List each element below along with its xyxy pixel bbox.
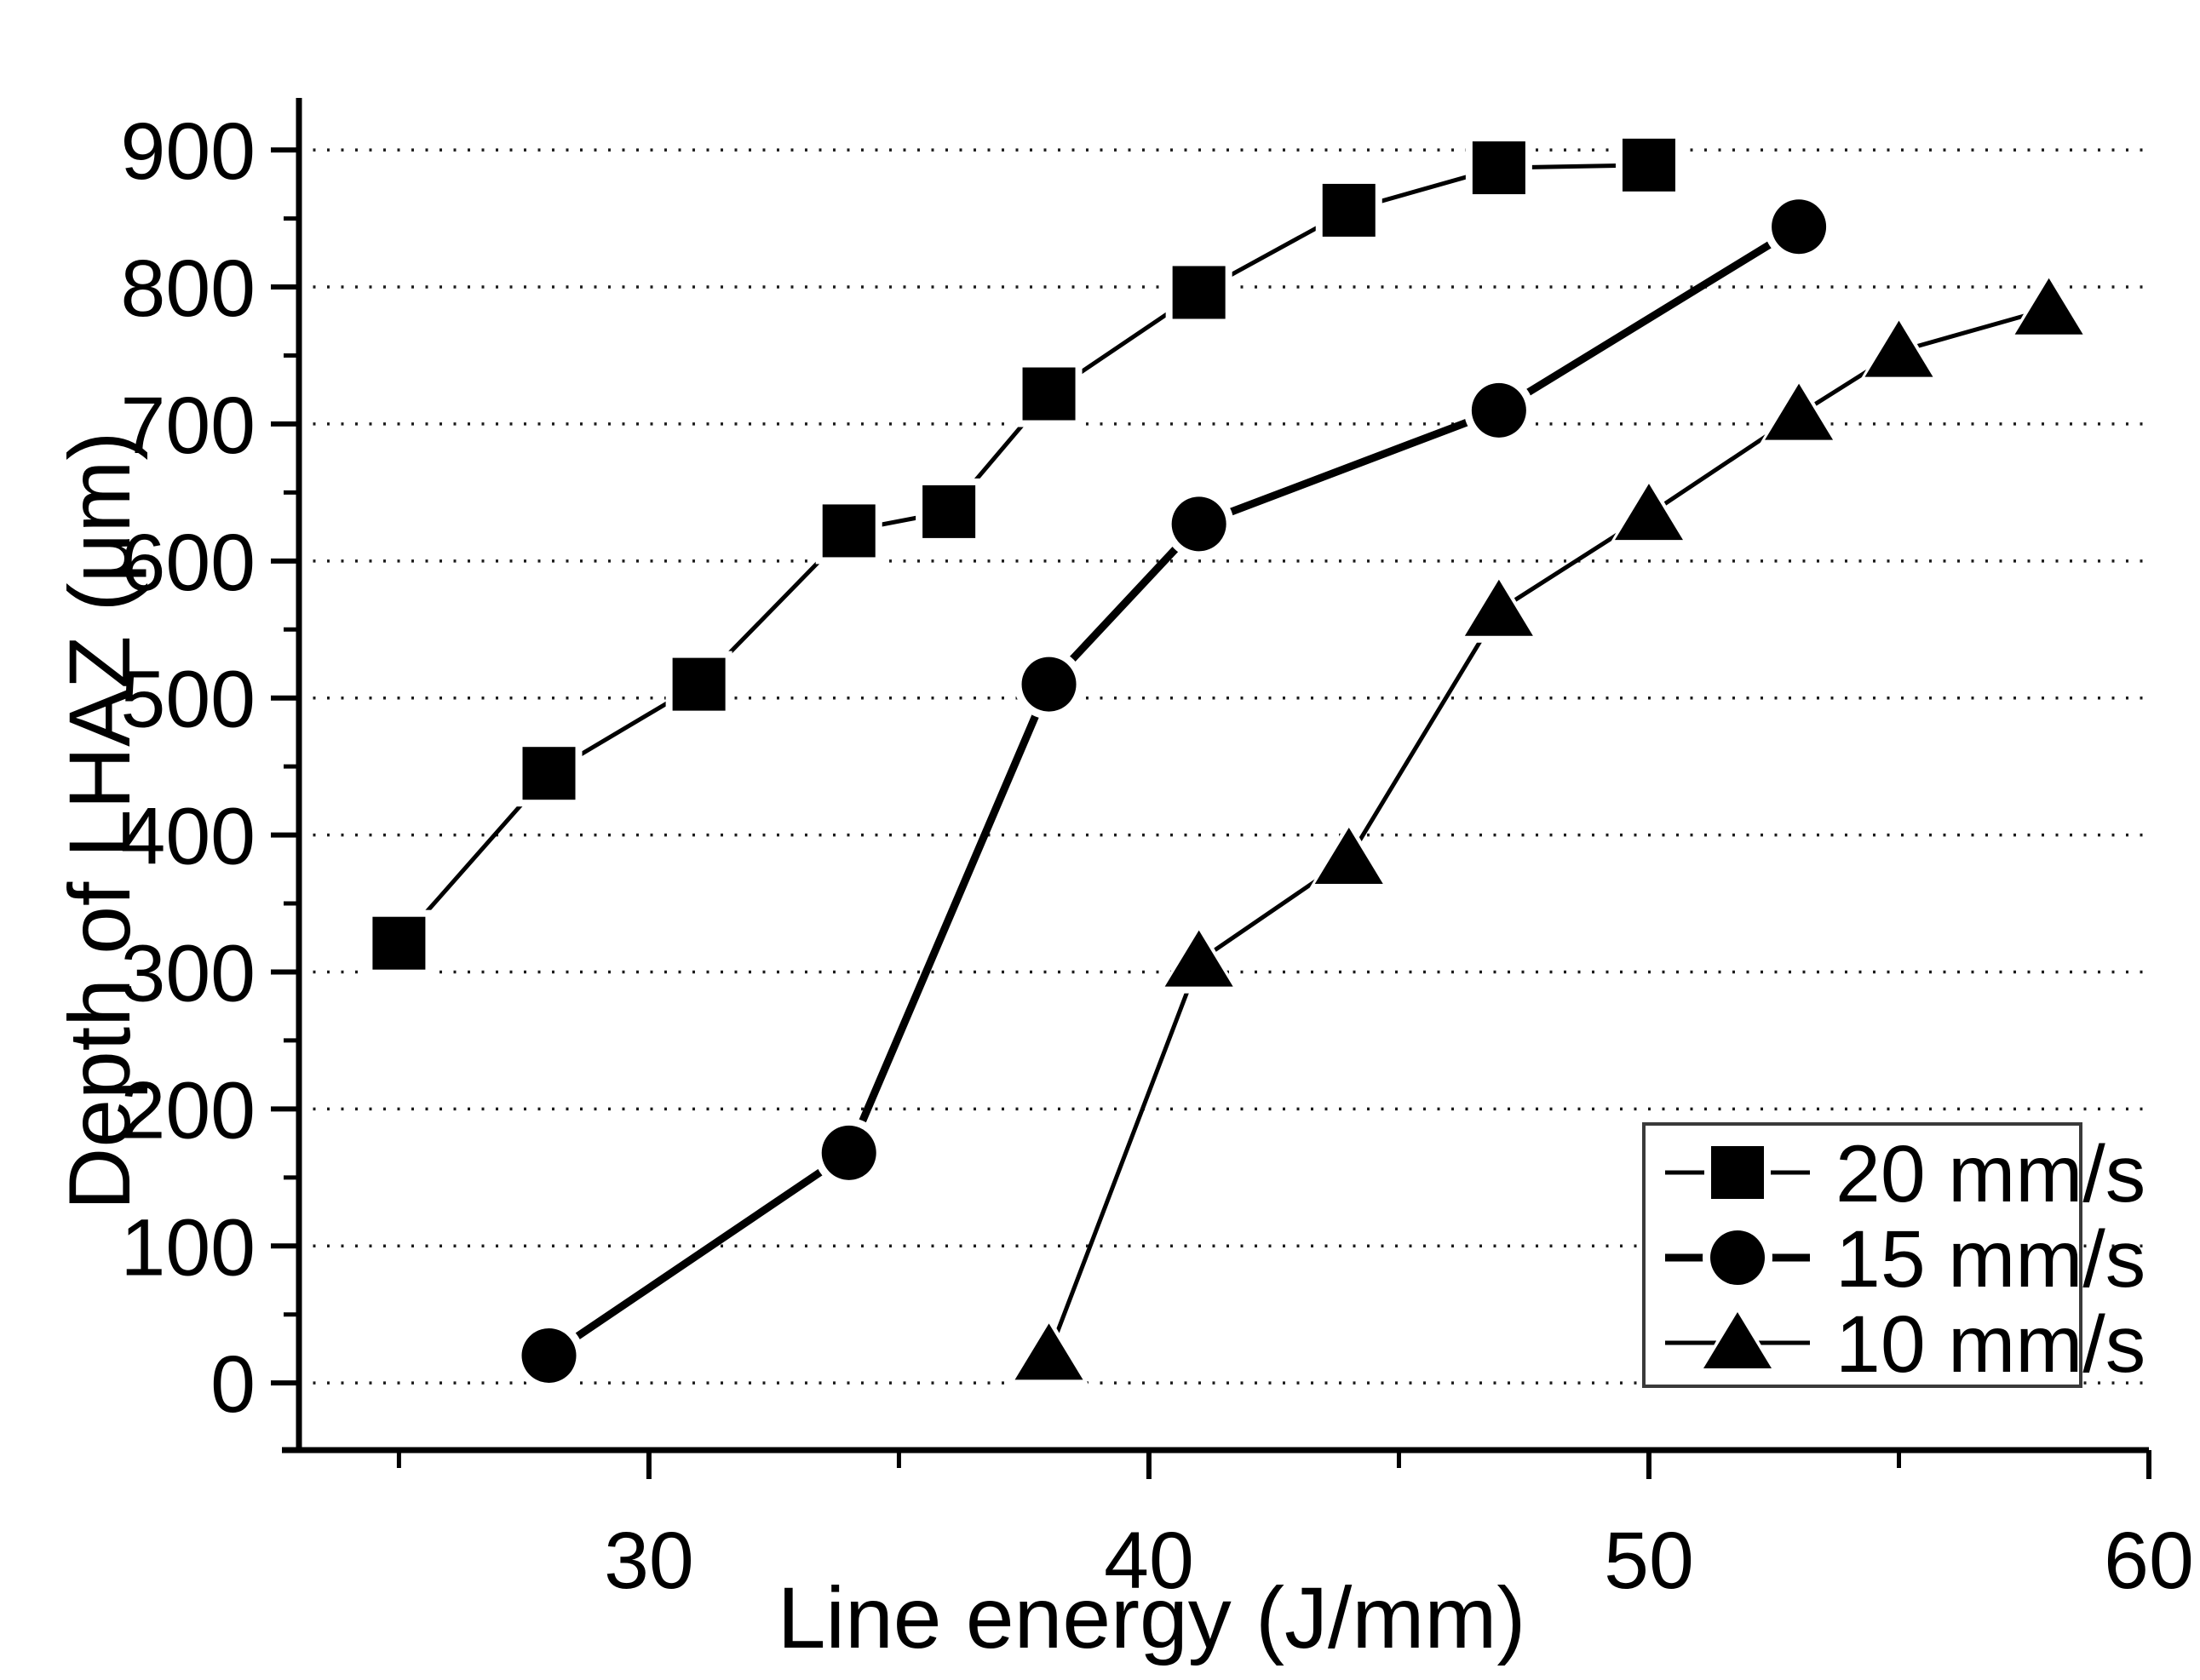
y-tick-label: 900 [120,106,256,197]
y-tick-label: 300 [120,928,256,1018]
square-marker-icon [372,916,426,970]
y-tick-label: 200 [120,1065,256,1155]
y-tick-label: 800 [120,244,256,334]
square-marker-icon [822,504,876,558]
x-tick-label: 30 [604,1516,694,1606]
circle-marker-icon [1710,1230,1765,1285]
square-marker-icon [1172,266,1226,319]
legend-label: 10 mm/s [1835,1299,2145,1390]
y-axis-title: Depth of LHAZ (μm) [51,432,148,1211]
square-marker-icon [522,747,576,800]
square-marker-icon [1322,183,1376,237]
triangle-marker-icon [1614,484,1683,541]
triangle-marker-icon [1014,1323,1083,1380]
y-tick-label: 100 [120,1202,256,1293]
circle-marker-icon [1772,199,1827,255]
y-tick-label: 700 [120,381,256,471]
y-tick-label: 0 [210,1339,256,1430]
triangle-marker-icon [1314,827,1383,884]
triangle-marker-icon [1164,930,1233,987]
triangle-marker-icon [1765,383,1834,440]
legend-label: 20 mm/s [1835,1129,2145,1219]
y-tick-label: 600 [120,518,256,608]
square-marker-icon [1622,138,1675,192]
series-line-15mms [546,223,1801,1359]
circle-marker-icon [1471,382,1526,438]
square-marker-icon [1022,367,1076,421]
square-marker-icon [672,657,726,711]
circle-marker-icon [1171,496,1226,552]
y-tick-label: 500 [120,655,256,745]
triangle-marker-icon [2014,278,2083,335]
square-marker-icon [1472,141,1525,195]
x-tick-label: 60 [2104,1516,2194,1606]
square-marker-icon [1711,1146,1764,1199]
triangle-marker-icon [1864,320,1933,377]
x-axis-title: Line energy (J/mm) [778,1569,1526,1666]
circle-marker-icon [1021,657,1077,712]
square-marker-icon [922,485,976,538]
circle-marker-icon [521,1327,577,1383]
circle-marker-icon [821,1125,876,1180]
y-tick-label: 400 [120,792,256,882]
triangle-marker-icon [1464,579,1533,636]
series-line-20mms [397,163,1650,945]
x-tick-label: 50 [1604,1516,1694,1606]
triangle-marker-icon [1703,1312,1772,1368]
legend-label: 15 mm/s [1835,1214,2145,1304]
x-tick-label: 40 [1104,1516,1194,1606]
